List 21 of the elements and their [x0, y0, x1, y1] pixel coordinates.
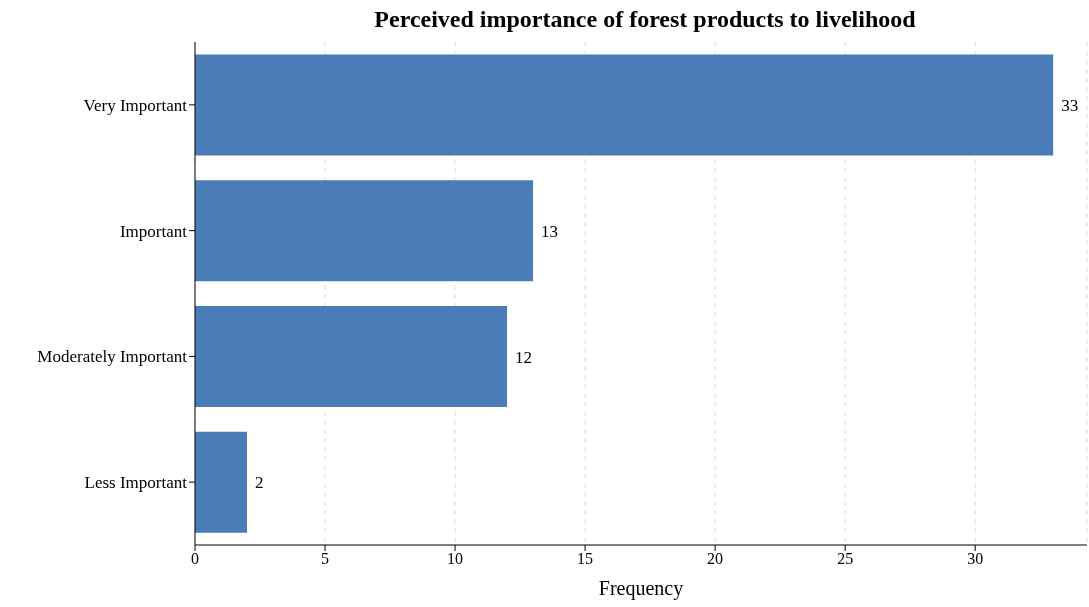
data-label: 12 [515, 347, 533, 367]
y-tick-label: Moderately Important [37, 347, 188, 367]
y-tick-label: Less Important [84, 473, 188, 493]
bar [195, 180, 534, 282]
bar [195, 306, 508, 408]
y-tick-label: Very Important [83, 95, 188, 115]
x-tick-label: 0 [191, 550, 199, 568]
x-tick-label: 20 [707, 550, 724, 568]
x-axis-title: Frequency [598, 577, 684, 600]
chart-title: Perceived importance of forest products to livelihood [373, 6, 917, 33]
bar [195, 431, 248, 533]
x-tick-label: 30 [967, 550, 984, 568]
data-label: 13 [541, 221, 559, 241]
data-label: 2 [255, 473, 264, 493]
x-tick-label: 25 [837, 550, 854, 568]
x-tick-label: 15 [577, 550, 594, 568]
data-label: 33 [1061, 96, 1079, 116]
x-tick-label: 10 [447, 550, 464, 568]
x-tick-label: 5 [321, 550, 330, 568]
bar [195, 54, 1054, 156]
y-tick-label: Important [119, 221, 188, 241]
